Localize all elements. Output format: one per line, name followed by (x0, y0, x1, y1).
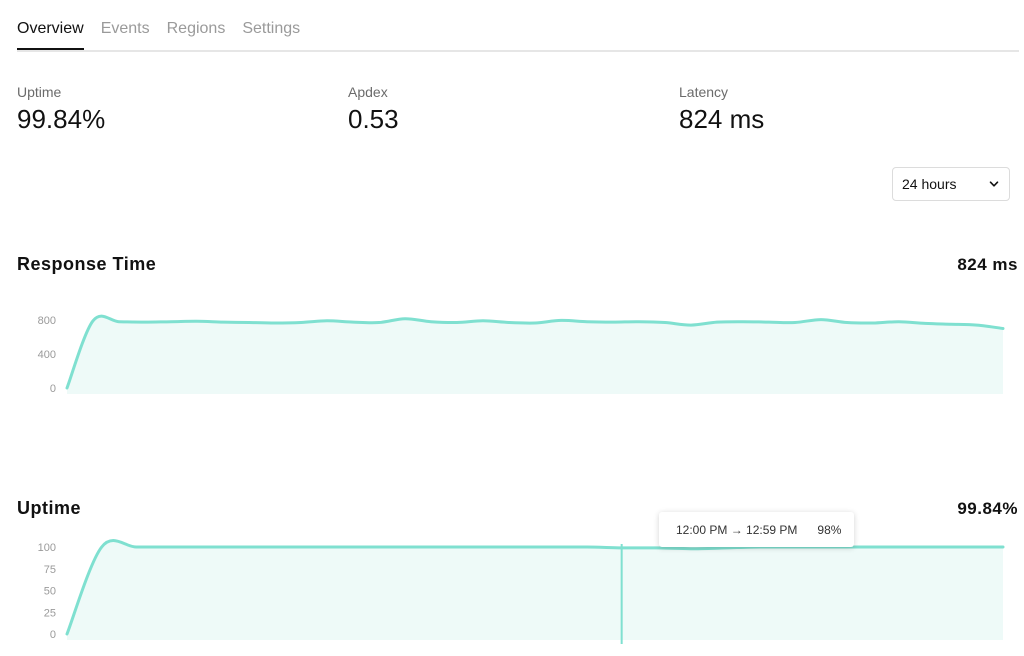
chevron-down-icon (989, 181, 999, 187)
tooltip-range: 12:00 PM → 12:59 PM (676, 522, 798, 537)
y-tick-label: 100 (38, 542, 56, 554)
area-fill (67, 540, 1003, 640)
area-fill (67, 316, 1003, 394)
series-line (65, 539, 1005, 636)
time-range-value: 24 hours (902, 176, 957, 192)
stat-uptime: Uptime 99.84% (17, 84, 105, 135)
stat-value: 824 ms (679, 104, 765, 134)
y-tick-label: 50 (44, 586, 56, 598)
tab-events[interactable]: Events (100, 20, 150, 37)
stat-label: Apdex (348, 84, 388, 100)
response-time-title: Response Time (17, 254, 157, 274)
stat-value: 0.53 (348, 104, 399, 134)
stat-label: Uptime (17, 84, 62, 100)
response-time-value: 824 ms (957, 255, 1018, 274)
response-time-chart[interactable]: 800 400 0 (0, 300, 1024, 395)
tab-bar: Overview Events Regions Settings (17, 0, 1019, 52)
stat-apdex: Apdex 0.53 (348, 84, 399, 135)
tooltip-value: 98% (817, 522, 842, 537)
stat-latency: Latency 824 ms (679, 84, 764, 135)
time-range-select[interactable]: 24 hours (892, 167, 1010, 201)
y-tick-label: 75 (44, 564, 56, 576)
stat-label: Latency (679, 84, 729, 100)
y-tick-label: 25 (44, 607, 56, 619)
y-tick-label: 800 (38, 315, 56, 327)
y-tick-label: 0 (50, 383, 56, 395)
tab-regions[interactable]: Regions (166, 20, 226, 37)
y-tick-label: 0 (50, 629, 56, 641)
uptime-chart[interactable]: 100 75 50 25 0 (0, 538, 1024, 644)
uptime-value: 99.84% (957, 499, 1018, 518)
chart-tooltip: 12:00 PM → 12:59 PM 98% (659, 512, 854, 547)
uptime-title: Uptime (17, 498, 82, 518)
y-tick-label: 400 (38, 349, 56, 361)
series-line (65, 314, 1005, 390)
tab-overview[interactable]: Overview (17, 0, 84, 50)
stat-value: 99.84% (17, 104, 106, 134)
tab-settings[interactable]: Settings (242, 20, 301, 37)
